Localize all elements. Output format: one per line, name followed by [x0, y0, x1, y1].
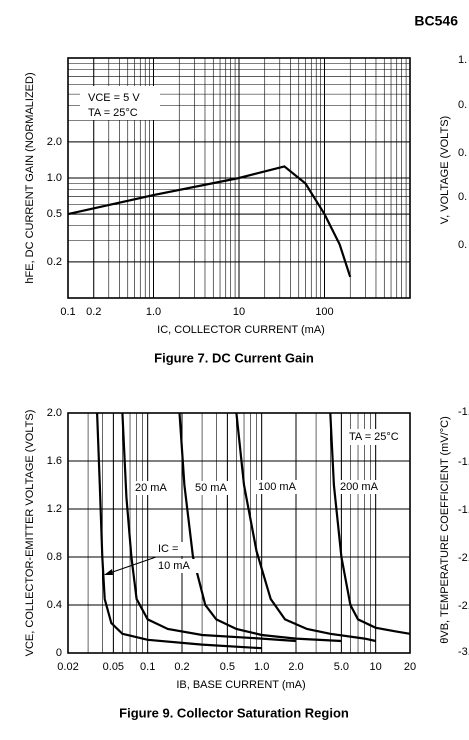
- edge-tick-label: 0.: [458, 147, 467, 159]
- x-tick-label: 10: [233, 306, 245, 318]
- x-axis-label: IC, COLLECTOR CURRENT (mA): [157, 324, 325, 336]
- x-tick-label: 20: [404, 661, 416, 673]
- x-tick-label: 0.5: [220, 661, 235, 673]
- edge-tick-label: 0.: [458, 239, 467, 251]
- annotation: TA = 25°C: [88, 107, 138, 119]
- annotation-box: [342, 429, 400, 445]
- edge-tick-label: -1.: [458, 456, 469, 468]
- x-axis-label: IB, BASE CURRENT (mA): [176, 679, 305, 691]
- x-tick-label: 0.1: [140, 661, 155, 673]
- annotation: VCE = 5 V: [88, 92, 140, 104]
- edge-tick-label: 0.: [458, 99, 467, 111]
- x-tick-label: 100: [315, 306, 333, 318]
- curve: [235, 412, 376, 643]
- x-tick-label: 5.0: [334, 661, 349, 673]
- annotation: IC =: [158, 543, 178, 555]
- x-tick-label: 10: [370, 661, 382, 673]
- x-tick-label: 0.02: [57, 661, 78, 673]
- curve: [67, 165, 352, 278]
- edge-tick-label: 0.: [458, 191, 467, 203]
- series-label: 100 mA: [258, 481, 297, 493]
- y-tick-label: 1.2: [47, 503, 62, 515]
- series-label: 10 mA: [158, 560, 190, 572]
- series-label: 200 mA: [340, 481, 379, 493]
- annotation: TA = 25°C: [349, 431, 399, 443]
- arrow: [106, 556, 157, 575]
- annotation-box: [80, 86, 160, 120]
- x-tick-label: 2.0: [288, 661, 303, 673]
- x-tick-label: 1.0: [254, 661, 269, 673]
- x-tick-label: 1.0: [146, 306, 161, 318]
- figure-caption: Figure 9. Collector Saturation Region: [119, 705, 349, 720]
- part-number: BC546: [414, 13, 458, 29]
- label-bg: [155, 542, 185, 556]
- label-bg: [255, 480, 299, 494]
- plot-frame: [67, 412, 411, 654]
- y-tick-label: 0.4: [47, 599, 62, 611]
- label-bg: [132, 481, 176, 495]
- label-bg: [337, 480, 381, 494]
- edge-tick-label: -2.: [458, 552, 469, 564]
- curve: [329, 412, 411, 635]
- label-bg: [155, 559, 199, 573]
- edge-axis-label: V, VOLTAGE (VOLTS): [439, 116, 451, 224]
- y-tick-label: 1.6: [47, 455, 62, 467]
- edge-tick-label: -2.: [458, 600, 469, 612]
- y-tick-label: 2.0: [47, 136, 62, 148]
- series-label: 50 mA: [195, 482, 227, 494]
- edge-tick-label: -3.: [458, 646, 469, 658]
- y-axis-label: VCE, COLLECTOR-EMITTER VOLTAGE (VOLTS): [24, 410, 36, 657]
- x-tick-label: 0.05: [103, 661, 124, 673]
- y-tick-label: 1.0: [47, 172, 62, 184]
- x-tick-label: 0.2: [174, 661, 189, 673]
- curve: [178, 412, 342, 643]
- curve: [96, 412, 262, 650]
- x-tick-label: 0.1: [60, 306, 75, 318]
- y-tick-label: 0.8: [47, 551, 62, 563]
- label-bg: [192, 481, 236, 495]
- y-tick-label: 2.0: [47, 407, 62, 419]
- edge-tick-label: 1.: [458, 54, 467, 66]
- y-tick-label: 0: [56, 647, 62, 659]
- arrow-head: [104, 569, 113, 575]
- x-tick-label: 0.2: [86, 306, 101, 318]
- series-label: 20 mA: [135, 482, 167, 494]
- edge-tick-label: -1.: [458, 406, 469, 418]
- edge-axis-label: θVB, TEMPERATURE COEFFICIENT (mV/°C): [439, 416, 451, 643]
- edge-tick-label: -1.: [458, 504, 469, 516]
- y-tick-label: 0.2: [47, 256, 62, 268]
- figure-caption: Figure 7. DC Current Gain: [154, 350, 314, 365]
- plot-frame: [67, 57, 411, 299]
- y-axis-label: hFE, DC CURRENT GAIN (NORMALIZED): [24, 72, 36, 283]
- curve: [121, 412, 297, 643]
- y-tick-label: 0.5: [47, 208, 62, 220]
